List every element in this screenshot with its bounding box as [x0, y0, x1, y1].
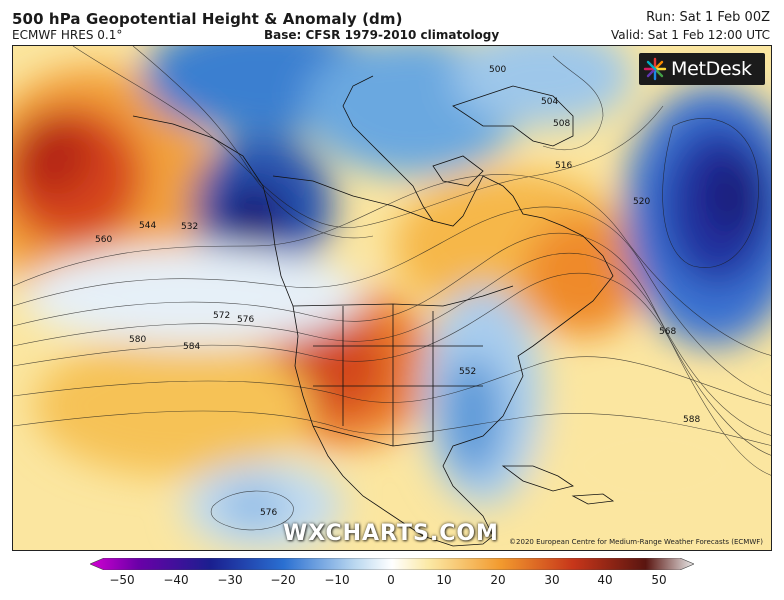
contour-label: 532	[181, 222, 198, 232]
contour-label: 552	[459, 367, 476, 377]
colorbar-tick: −10	[324, 573, 350, 587]
contour-label: 584	[183, 342, 200, 352]
colorbar-tick: 10	[436, 573, 452, 587]
contour-label: 516	[555, 161, 572, 171]
colorbar-tick: 20	[490, 573, 506, 587]
valid-time-label: Valid: Sat 1 Feb 12:00 UTC	[611, 28, 770, 42]
contour-labels: 500 504 508 516 520 532 544 560 568 572 …	[95, 65, 700, 518]
colorbar-tick: −50	[109, 573, 135, 587]
colorbar-tick: 50	[651, 573, 667, 587]
model-label: ECMWF HRES 0.1°	[12, 28, 123, 42]
anomaly-colorbar	[90, 558, 694, 570]
colorbar-tick: −30	[217, 573, 243, 587]
metdesk-logo-text: MetDesk	[671, 58, 752, 80]
contour-label: 580	[129, 335, 146, 345]
height-contours	[13, 46, 771, 531]
contour-label: 576	[260, 508, 277, 518]
colorbar-tick: 40	[597, 573, 613, 587]
contour-label: 520	[633, 197, 650, 207]
contour-label: 568	[659, 327, 676, 337]
colorbar-tick: 30	[544, 573, 560, 587]
contour-label: 504	[541, 97, 558, 107]
climatology-base-label: Base: CFSR 1979-2010 climatology	[264, 28, 500, 42]
colorbar-tick: −40	[163, 573, 189, 587]
anomaly-map[interactable]: 500 504 508 516 520 532 544 560 568 572 …	[12, 45, 772, 551]
contour-label: 560	[95, 235, 112, 245]
colorbar-tick: 0	[387, 573, 395, 587]
contour-label: 508	[553, 119, 570, 129]
contour-label: 572	[213, 311, 230, 321]
contour-label: 500	[489, 65, 506, 75]
copyright-text: ©2020 European Centre for Medium-Range W…	[509, 538, 763, 546]
map-canvas: 500 504 508 516 520 532 544 560 568 572 …	[13, 46, 771, 550]
contour-label: 588	[683, 415, 700, 425]
coastlines	[132, 75, 615, 547]
metdesk-logo-icon	[643, 57, 667, 81]
wxcharts-watermark: WXCHARTS.COM	[283, 521, 499, 546]
contour-label: 544	[139, 221, 156, 231]
colorbar-tick: −20	[270, 573, 296, 587]
chart-title: 500 hPa Geopotential Height & Anomaly (d…	[12, 10, 403, 28]
contour-label: 576	[237, 315, 254, 325]
run-time-label: Run: Sat 1 Feb 00Z	[646, 10, 770, 25]
metdesk-logo: MetDesk	[639, 53, 765, 85]
